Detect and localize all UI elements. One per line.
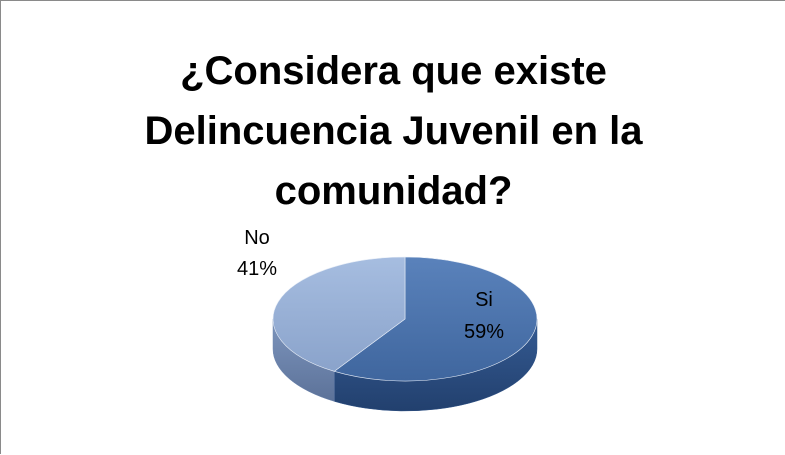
- slice-label-no-percent: 41%: [237, 258, 277, 280]
- slice-label-no-name: No: [244, 227, 270, 249]
- chart-title-line-2: Delincuencia Juvenil en la: [144, 109, 643, 153]
- slice-label-si-percent: 59%: [464, 321, 504, 343]
- pie-slice-si: [333, 256, 538, 382]
- pie-tops: [272, 256, 538, 382]
- slice-label-si-name: Si: [475, 289, 493, 311]
- chart-title-line-3: comunidad?: [274, 169, 513, 213]
- chart-title-line-1: ¿Considera que existe: [180, 49, 607, 93]
- pie-slice-no: [272, 256, 406, 372]
- chart-title: ¿Considera que existe Delincuencia Juven…: [1, 41, 785, 221]
